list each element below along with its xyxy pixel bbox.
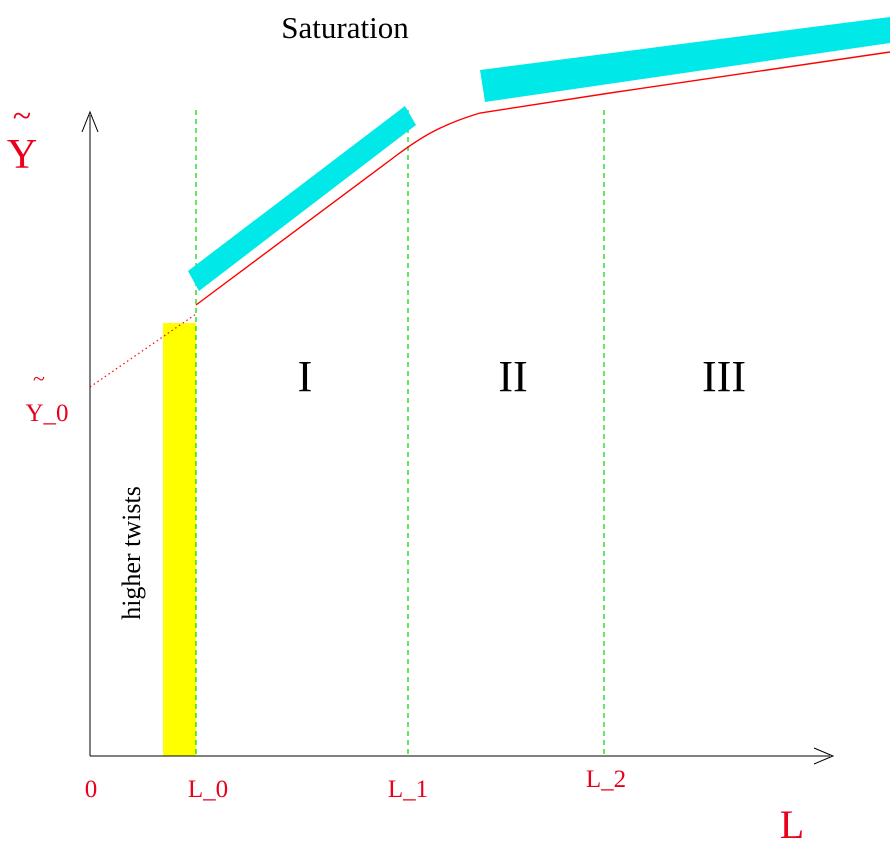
origin-label: 0 bbox=[85, 776, 98, 803]
y-intercept-tilde: ~ bbox=[33, 366, 45, 391]
tick-label-l2: L_2 bbox=[586, 766, 626, 793]
y-intercept-label: Y_0 bbox=[25, 400, 68, 427]
region-label-ii: II bbox=[498, 352, 527, 401]
tick-label-l1: L_1 bbox=[388, 776, 428, 803]
higher-twists-label: higher twists bbox=[117, 486, 146, 620]
tick-label-l0: L_0 bbox=[188, 776, 228, 803]
diagram-title: Saturation bbox=[281, 10, 409, 45]
y-axis-label: Y bbox=[7, 132, 37, 178]
x-axis-label: L bbox=[780, 802, 804, 844]
saturation-band-linear bbox=[188, 106, 416, 291]
higher-twists-band bbox=[163, 323, 196, 756]
region-label-i: I bbox=[298, 352, 313, 401]
y-axis-tilde: ~ bbox=[13, 98, 31, 135]
region-label-iii: III bbox=[702, 352, 746, 401]
saturation-band-asymptotic bbox=[480, 17, 890, 102]
